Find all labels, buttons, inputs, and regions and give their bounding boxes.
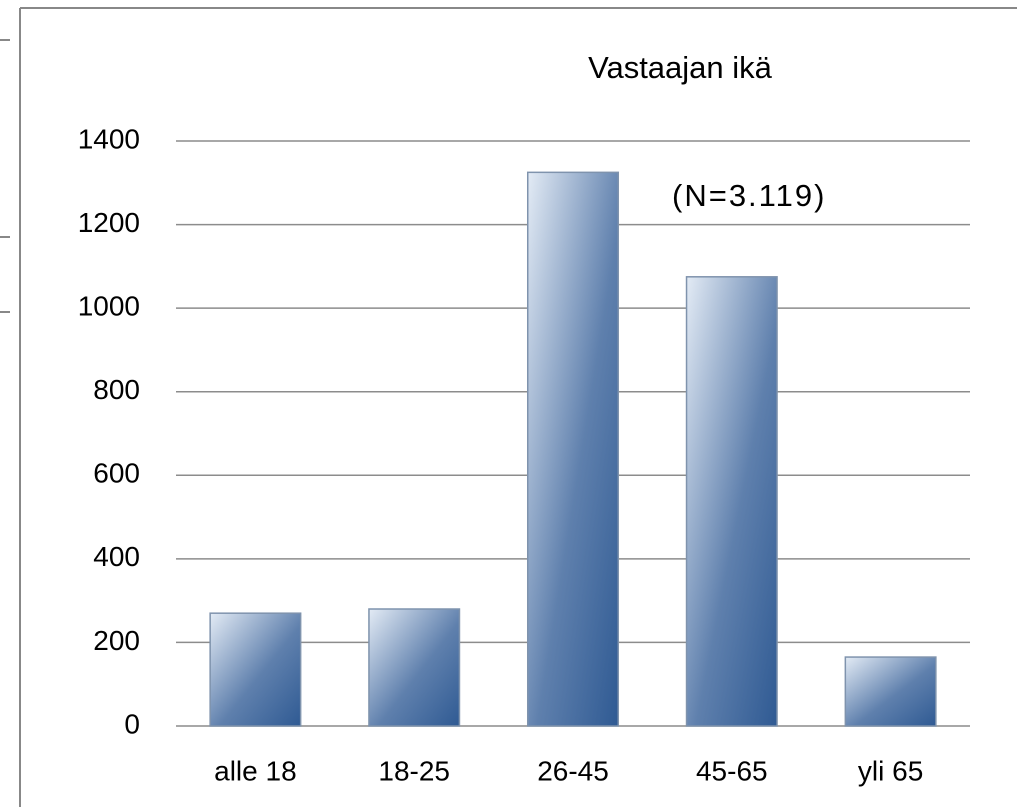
x-tick-label: 26-45	[537, 755, 609, 786]
bar	[209, 612, 302, 727]
annotation: (N=3.119)	[672, 178, 826, 213]
y-tick-label: 600	[93, 458, 140, 489]
bar	[526, 171, 620, 727]
x-tick-label: 45-65	[696, 755, 768, 786]
chart-title: Vastaajan ikä	[588, 50, 773, 85]
y-tick-label: 0	[124, 708, 140, 739]
x-tick-label: alle 18	[214, 755, 297, 786]
y-tick-label: 1200	[78, 207, 140, 238]
bar	[685, 276, 778, 727]
y-tick-label: 800	[93, 374, 140, 405]
x-tick-label: yli 65	[858, 755, 923, 786]
y-tick-label: 1400	[78, 123, 140, 154]
bar	[368, 608, 461, 727]
bar	[844, 656, 937, 727]
y-tick-label: 200	[93, 625, 140, 656]
y-tick-label: 1000	[78, 291, 140, 322]
y-tick-label: 400	[93, 541, 140, 572]
x-tick-label: 18-25	[378, 755, 450, 786]
